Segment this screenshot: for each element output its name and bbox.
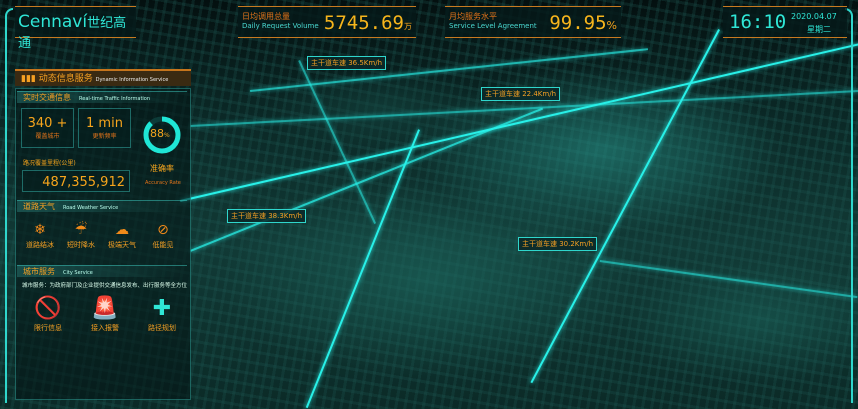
weather-item-visibility[interactable]: ⊘ 低能见 [152,222,174,249]
road-ice-icon: ❄ [34,222,46,238]
cities-value: 340 + [27,116,68,131]
city-item-route[interactable]: ✚ 路径规划 [148,296,176,332]
panel-header: ▮▮▮ 动态信息服务 Dynamic Information Service [15,69,191,86]
logo-cn-text: 世纪高通 [18,16,127,51]
stat-unit: % [606,19,617,32]
weather-item-rain[interactable]: ☔ 短时降水 [67,222,95,249]
weather-item-extreme[interactable]: ☁ 极端天气 [108,222,136,249]
road-line [298,60,377,224]
daily-request-stat: 日均调用总量 Daily Request Volume 5745.69万 [238,6,416,38]
rain-cloud-icon: ☔ [74,222,88,238]
accuracy-gauge [143,116,181,154]
low-visibility-icon: ⊘ [157,222,169,238]
stat-value: 5745.69 [323,12,404,34]
realtime-header: 实时交通信息 Real-time Traffic Information [17,91,187,103]
road-line [530,29,720,384]
no-vehicle-icon: 🚫 [34,296,62,321]
route-cross-icon: ✚ [152,296,172,321]
mileage-label: 路况覆盖里程(公里) [23,160,76,167]
frequency-card: 1 min 更新频率 [78,108,131,148]
mileage-card: 487,355,912 [22,170,130,192]
city-description: 城市服务：为政府部门及企业提供交通信息发布、出行服务等全方位交通解决方案。 [22,283,187,289]
stat-label: 日均调用总量 [242,12,290,21]
map-speed-label[interactable]: 主干道车速 30.2Km/h [518,237,598,251]
accuracy-label-en: Accuracy Rate [145,180,181,186]
city-header: 城市服务 City Service [17,265,187,277]
cities-card: 340 + 覆盖城市 [21,108,74,148]
accuracy-value: 88% [150,127,170,140]
city-item-alarm[interactable]: 🚨 接入报警 [91,296,119,332]
stat-sublabel: Daily Request Volume [242,22,319,30]
panel-title-en: Dynamic Information Service [95,77,169,83]
road-line [180,42,858,202]
cities-label: 覆盖城市 [35,133,60,140]
logo: Cennaví世纪高通 [15,6,136,51]
panel-title: 动态信息服务 [38,74,93,84]
map-speed-label[interactable]: 主干道车速 22.4Km/h [481,87,561,101]
clock-time: 16:10 [729,11,787,33]
stat-value: 99.95 [549,12,607,34]
frequency-value: 1 min [86,116,123,131]
right-frame-line [845,8,853,403]
storm-icon: ☁ [115,222,129,238]
sla-stat: 月均服务水平 Service Level Agreement 99.95% [445,6,621,38]
map-speed-label[interactable]: 主干道车速 36.5Km/h [307,56,387,70]
map-speed-label[interactable]: 主干道车速 38.3Km/h [227,209,307,223]
stat-sublabel: Service Level Agreement [449,22,537,30]
road-line [305,129,420,409]
city-item-restriction[interactable]: 🚫 限行信息 [34,296,62,332]
mileage-value: 487,355,912 [42,175,125,190]
logo-text: Cennaví [18,12,88,32]
bar-chart-icon: ▮▮▮ [21,74,36,84]
frequency-label: 更新频率 [92,133,117,140]
clock: 16:10 2020.04.07 星期二 [723,6,847,38]
alarm-light-icon: 🚨 [91,296,119,321]
weather-item-road-ice[interactable]: ❄ 道路结冰 [26,222,54,249]
clock-date: 2020.04.07 [791,12,837,21]
weather-header: 道路天气 Road Weather Service [17,200,187,212]
road-line [599,260,858,299]
road-line [190,107,544,252]
gauge-arc [143,116,181,154]
accuracy-label: 准确率 [150,164,174,173]
stat-label: 月均服务水平 [449,12,497,21]
left-frame-line [5,8,13,403]
clock-weekday: 星期二 [807,25,831,34]
stat-unit: 万 [404,22,412,31]
